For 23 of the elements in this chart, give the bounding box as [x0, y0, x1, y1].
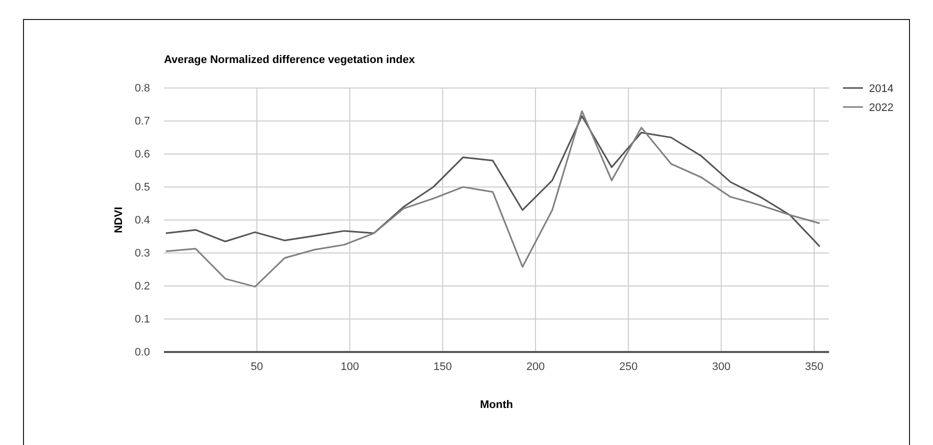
y-tick-label: 0.5 [134, 182, 150, 194]
x-tick-label: 150 [433, 360, 452, 373]
x-tick-label: 350 [804, 360, 824, 373]
y-tick-label: 0.7 [134, 116, 150, 128]
x-tick-label: 250 [619, 360, 638, 373]
y-tick-label: 0.4 [134, 214, 150, 227]
y-tick-label: 0.6 [134, 148, 150, 161]
y-tick-label: 0.2 [134, 280, 150, 293]
x-axis-title: Month [480, 399, 514, 411]
y-tick-label: 0.0 [134, 346, 150, 359]
y-axis-title: NDVI [113, 206, 125, 234]
y-tick-label: 0.1 [134, 314, 150, 326]
x-tick-label: 200 [526, 360, 545, 373]
x-tick-label: 300 [712, 360, 730, 373]
chart-title: Average Normalized difference vegetation index [164, 54, 416, 66]
y-tick-label: 0.3 [134, 248, 150, 260]
line-series [165, 110, 821, 288]
y-tick-label: 0.8 [134, 82, 150, 95]
x-tick-label: 50 [250, 360, 263, 373]
legend-label: 2022 [869, 102, 894, 114]
line-series [165, 115, 821, 248]
legend-label: 2014 [869, 83, 894, 95]
x-tick-label: 100 [340, 360, 359, 373]
